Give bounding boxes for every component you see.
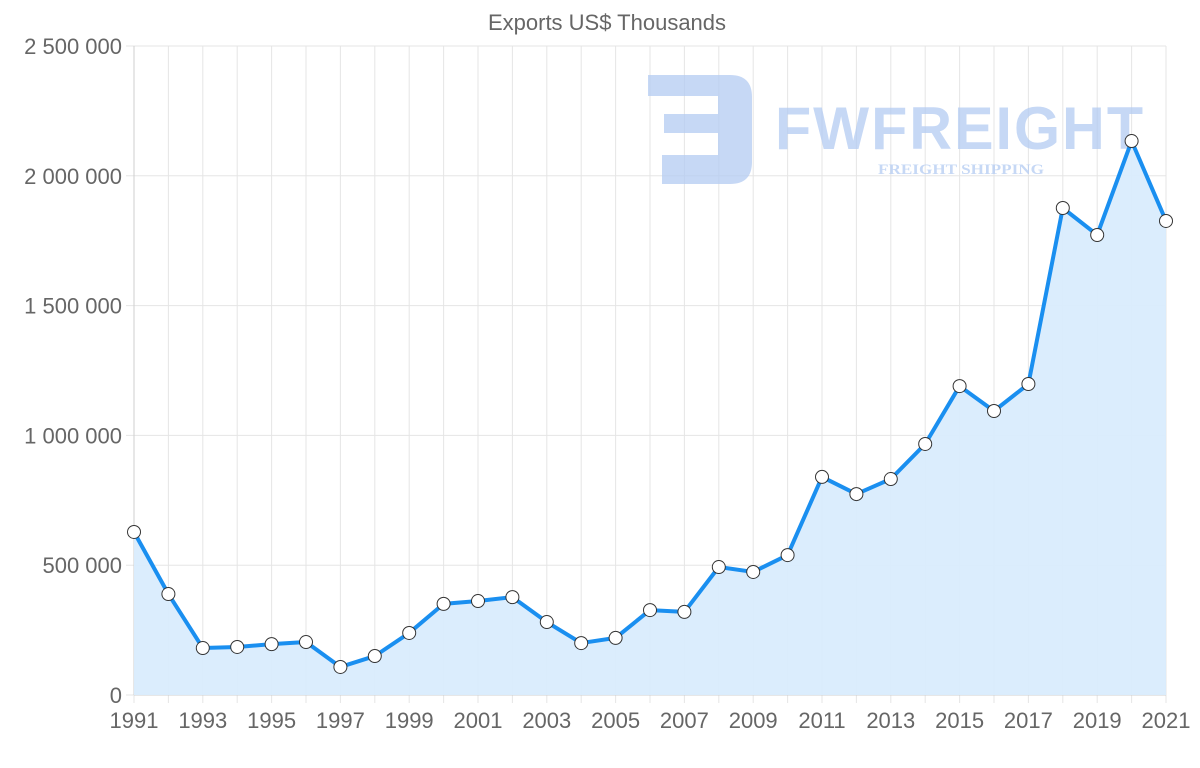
data-point[interactable] [436, 596, 451, 611]
data-point[interactable] [1021, 376, 1036, 391]
x-tick-label: 2003 [522, 708, 571, 733]
y-tick-label: 500 000 [42, 553, 122, 578]
data-point[interactable] [299, 635, 313, 650]
data-point[interactable] [952, 379, 967, 394]
x-tick-label: 2007 [660, 708, 709, 733]
x-tick-label: 2019 [1073, 708, 1122, 733]
data-point[interactable] [883, 472, 898, 487]
area-fill [134, 141, 1166, 695]
data-point[interactable] [815, 469, 829, 484]
data-point[interactable] [367, 649, 382, 664]
data-point[interactable] [1124, 134, 1139, 149]
x-tick-label: 2001 [454, 708, 503, 733]
data-point[interactable] [849, 487, 864, 502]
data-point[interactable] [1055, 200, 1070, 215]
x-tick-label: 2013 [866, 708, 915, 733]
x-tick-label: 1991 [110, 708, 159, 733]
x-tick-label: 2015 [935, 708, 984, 733]
data-point[interactable] [230, 639, 245, 654]
data-point[interactable] [574, 636, 589, 651]
data-point[interactable] [471, 594, 485, 609]
y-tick-label: 1 500 000 [24, 294, 122, 319]
x-tick-label: 2009 [729, 708, 778, 733]
x-tick-label: 2011 [798, 708, 845, 733]
x-tick-label: 2005 [591, 708, 640, 733]
data-point[interactable] [780, 548, 795, 563]
x-tick-label: 1993 [178, 708, 227, 733]
data-point[interactable] [333, 659, 348, 674]
y-tick-label: 0 [110, 683, 122, 708]
data-point[interactable] [711, 560, 726, 575]
y-tick-label: 2 000 000 [24, 164, 122, 189]
data-point[interactable] [505, 590, 520, 605]
data-point[interactable] [608, 630, 623, 645]
data-point[interactable] [987, 403, 1001, 418]
watermark-brand: FWFREIGHT [775, 95, 1145, 162]
chart-title: Exports US$ Thousands [488, 10, 726, 35]
y-axis-labels: 0 500 000 1 000 000 1 500 000 2 000 000 2 500… [24, 34, 122, 708]
x-tick-label: 1999 [385, 708, 434, 733]
data-points [127, 134, 1173, 674]
data-point[interactable] [195, 641, 210, 656]
watermark-logo: FWFREIGHT FREIGHT SHIPPING [648, 75, 1145, 184]
x-axis-labels: 1991 1993 1995 1997 1999 2001 2003 2005 2007 2009… [110, 708, 1191, 733]
data-point[interactable] [746, 564, 761, 579]
x-tick-label: 2021 [1142, 708, 1191, 733]
x-tick-label: 2017 [1004, 708, 1053, 733]
y-tick-label: 1 000 000 [24, 423, 122, 448]
x-tick-label: 1997 [316, 708, 365, 733]
data-point[interactable] [539, 615, 554, 630]
data-point[interactable] [1159, 213, 1173, 228]
y-tick-label: 2 500 000 [24, 34, 122, 59]
data-point[interactable] [127, 524, 141, 539]
watermark-tagline: FREIGHT SHIPPING [878, 162, 1044, 178]
data-point[interactable] [677, 604, 692, 619]
data-point[interactable] [161, 587, 176, 602]
watermark-logo-mark [648, 75, 752, 184]
data-point[interactable] [1090, 227, 1105, 242]
data-point[interactable] [918, 436, 933, 451]
data-point[interactable] [402, 625, 417, 640]
data-point[interactable] [643, 603, 657, 618]
data-point[interactable] [264, 637, 279, 652]
x-tick-label: 1995 [247, 708, 296, 733]
